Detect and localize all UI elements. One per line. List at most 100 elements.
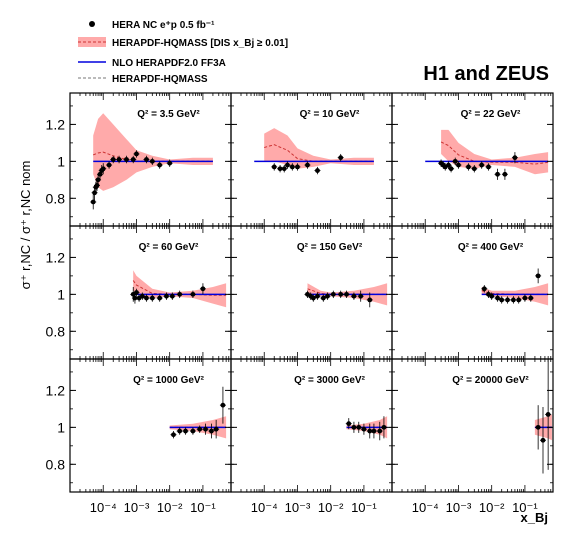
experiment-label: H1 and ZEUS <box>423 63 549 85</box>
data-point <box>320 295 326 301</box>
data-point <box>200 286 206 292</box>
y-tick-label: 1.2 <box>46 249 66 265</box>
hqmass-band <box>441 129 549 175</box>
hqmass-band <box>93 113 213 191</box>
data-point <box>100 166 106 172</box>
data-point <box>479 162 485 168</box>
data-point <box>338 155 344 161</box>
y-tick-label: 1 <box>57 419 65 435</box>
data-point <box>164 293 169 299</box>
legend-label-hqmass: HERAPDF-HQMASS <box>112 74 208 85</box>
data-point <box>305 162 310 168</box>
data-point <box>94 182 100 188</box>
data-point <box>361 426 367 432</box>
data-point <box>471 166 477 172</box>
data-point <box>134 151 139 157</box>
x-tick-label: 10⁻² <box>318 500 344 515</box>
panel-2: Q² = 10 GeV² <box>230 92 393 227</box>
panel-5: Q² = 150 GeV² <box>230 225 393 360</box>
data-point <box>197 426 203 432</box>
data-point <box>139 293 145 299</box>
q2-label: Q² = 150 GeV² <box>297 242 363 253</box>
legend-entry-hqmass: HERAPDF-HQMASS <box>78 74 208 85</box>
data-point <box>356 424 362 430</box>
q2-label: Q² = 3.5 GeV² <box>137 109 200 120</box>
legend-label-nlo: NLO HERAPDF2.0 FF3A <box>112 58 226 69</box>
x-tick-label: 10⁻⁴ <box>251 500 278 515</box>
q2-label: Q² = 20000 GeV² <box>452 375 529 386</box>
data-point <box>540 437 546 443</box>
data-point <box>495 295 500 301</box>
data-point <box>346 421 352 427</box>
data-point <box>144 157 149 162</box>
data-point <box>130 157 136 162</box>
data-point <box>190 428 196 434</box>
data-point <box>110 157 116 162</box>
legend-band-swatch <box>78 37 106 47</box>
data-point <box>220 402 226 408</box>
data-point <box>97 171 103 177</box>
hqmass-band <box>264 128 374 169</box>
y-tick-label: 0.8 <box>46 323 66 339</box>
data-point <box>209 428 214 434</box>
panel-frame <box>391 358 554 493</box>
data-point <box>315 168 320 173</box>
legend-entry-data: HERA NC e⁺p 0.5 fb⁻¹ <box>89 20 215 31</box>
panel-6: Q² = 400 GeV² <box>391 225 554 360</box>
panel-8: 10⁻⁴ 10⁻³ 10⁻² 10⁻¹ Q² = 3000 GeV² <box>230 358 393 515</box>
x-tick-label: 10⁻¹ <box>351 500 377 515</box>
data-point <box>456 162 461 168</box>
data-point <box>448 166 454 172</box>
data-point <box>106 162 112 168</box>
x-tick-label: 10⁻⁴ <box>412 500 439 515</box>
data-point <box>310 295 316 301</box>
data-point <box>522 295 528 301</box>
data-point <box>535 273 541 279</box>
x-tick-label: 10⁻² <box>479 500 505 515</box>
x-tick-label: 10⁻³ <box>446 500 472 515</box>
data-point <box>512 155 518 161</box>
data-point <box>446 162 451 168</box>
panel-1: 0.8 1 1.2 Q² = 3.5 GeV² <box>46 92 232 227</box>
y-tick-label: 0.8 <box>46 190 66 206</box>
q2-label: Q² = 3000 GeV² <box>294 375 366 386</box>
data-point <box>505 297 510 303</box>
data-point <box>466 164 471 170</box>
panels: 0.8 1 1.2 Q² = 3.5 GeV² Q² = 10 GeV² Q² = 22 … <box>46 92 554 515</box>
data-point <box>271 164 277 170</box>
hqmass-central-line <box>93 151 213 162</box>
hqmass-band <box>133 270 227 308</box>
data-point <box>90 199 96 205</box>
data-point <box>344 291 349 297</box>
data-point <box>325 293 330 299</box>
data-point <box>489 293 495 299</box>
x-tick-label: 10⁻¹ <box>190 500 216 515</box>
data-point <box>502 171 508 177</box>
y-tick-label: 0.8 <box>46 456 66 472</box>
data-point <box>169 293 175 299</box>
data-point <box>315 293 320 299</box>
data-point <box>545 412 551 417</box>
data-point <box>351 424 357 430</box>
x-tick-label: 10⁻⁴ <box>90 500 117 515</box>
x-tick-label: 10⁻² <box>157 500 183 515</box>
legend-entry-band: HERAPDF-HQMASS [DIS x_Bj ≥ 0.01] <box>78 37 288 49</box>
data-point <box>481 286 487 292</box>
data-point <box>167 160 173 166</box>
panel-7: 0.8 1 1.2 10⁻⁴ 10⁻³ 10⁻² 10⁻¹ Q² = 1000 GeV² <box>46 358 232 515</box>
data-point <box>367 297 373 303</box>
legend: HERA NC e⁺p 0.5 fb⁻¹ HERAPDF-HQMASS [DIS… <box>78 20 288 85</box>
data-point <box>134 290 139 295</box>
y-tick-label: 1.2 <box>46 382 66 398</box>
q2-label: Q² = 22 GeV² <box>461 109 521 120</box>
data-point <box>132 295 138 301</box>
y-tick-label: 1 <box>57 286 65 302</box>
data-point <box>371 428 377 434</box>
data-point <box>116 157 122 162</box>
q2-label: Q² = 10 GeV² <box>300 109 360 120</box>
data-point <box>144 295 149 301</box>
legend-data-marker <box>89 21 95 27</box>
q2-label: Q² = 400 GeV² <box>458 242 524 253</box>
data-point <box>516 297 522 303</box>
panel-3: Q² = 22 GeV² <box>391 92 554 227</box>
